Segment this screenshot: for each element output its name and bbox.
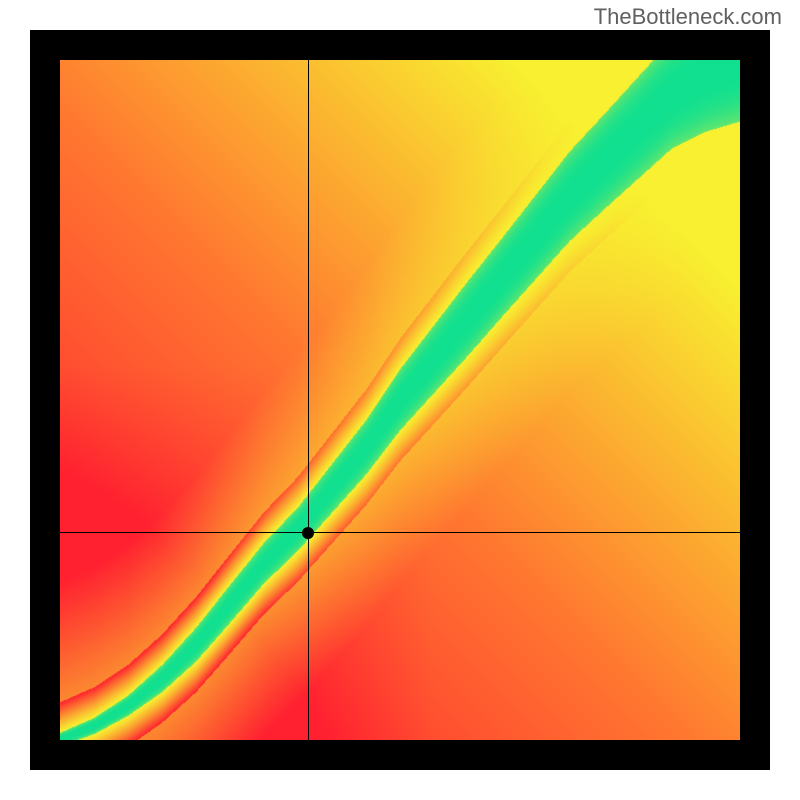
crosshair-marker (302, 527, 314, 539)
crosshair-vertical (308, 60, 309, 740)
heatmap-canvas (60, 60, 740, 740)
plot-frame (30, 30, 770, 770)
watermark: TheBottleneck.com (594, 4, 782, 30)
crosshair-horizontal (60, 532, 740, 533)
